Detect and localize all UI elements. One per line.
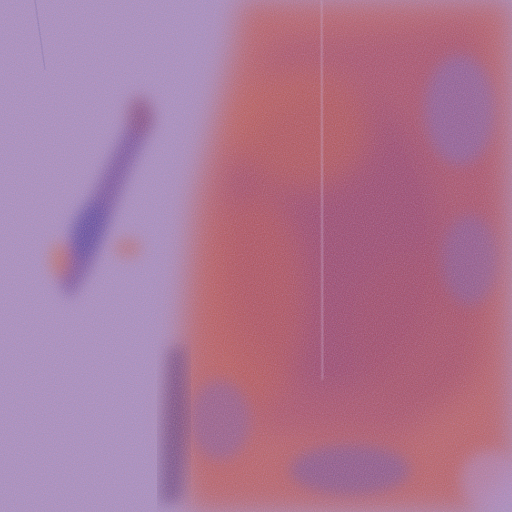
false-color-radar-image [0,0,512,512]
speckle-noise-warm [0,0,512,512]
